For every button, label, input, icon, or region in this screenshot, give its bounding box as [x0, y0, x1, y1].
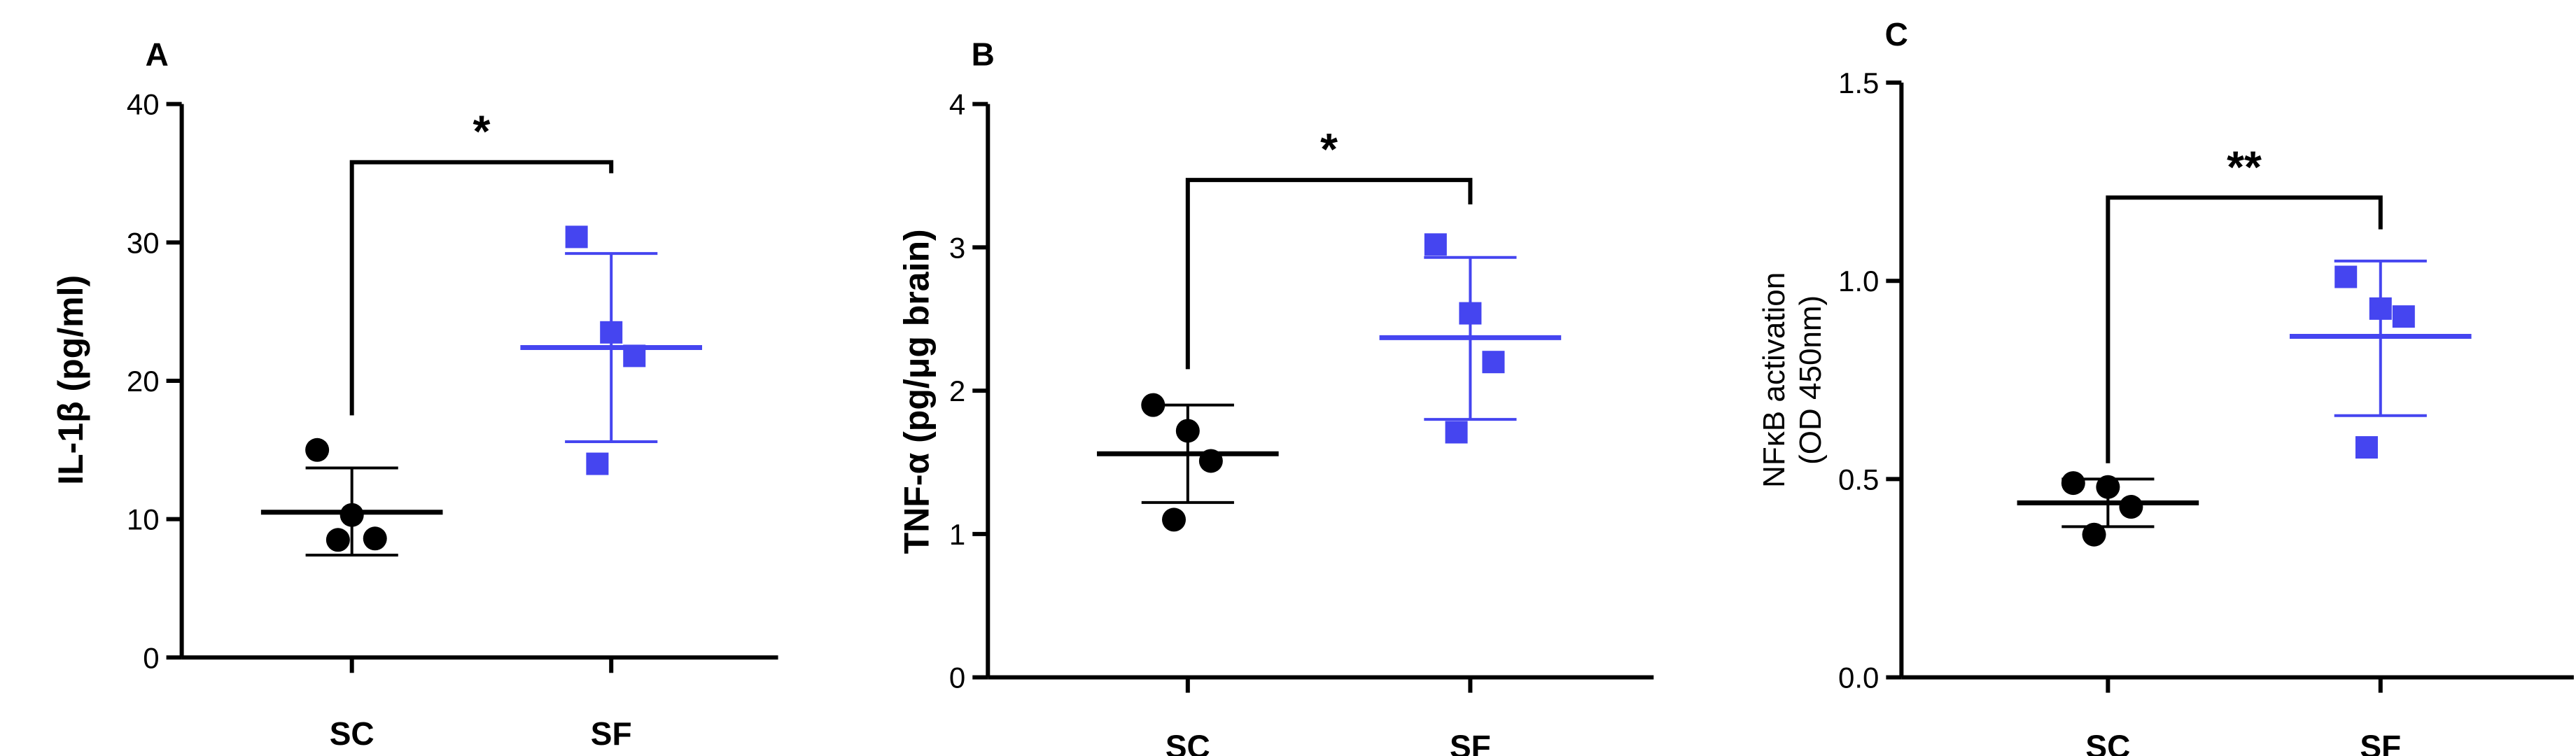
data-point-square — [1445, 421, 1468, 444]
y-axis-label: IL-1β (pg/ml) — [51, 275, 90, 485]
y-tick-label: 20 — [127, 365, 160, 398]
data-point-square — [565, 225, 588, 248]
significance-bracket — [349, 160, 614, 416]
panel-a: A 0 10 20 30 40 SC SF IL-1β (pg/ml) * — [51, 36, 778, 752]
data-point-square — [1459, 302, 1482, 325]
significance-bracket — [2106, 195, 2383, 463]
data-point-square — [623, 344, 646, 368]
panel-letter: B — [972, 36, 995, 73]
data-point-circle — [363, 526, 387, 551]
data-point-circle — [1162, 507, 1186, 532]
y-axis-label: TNF-α (pg/μg brain) — [897, 229, 936, 554]
x-tick-label: SC — [330, 715, 374, 752]
data-point-square — [600, 321, 623, 344]
data-point-circle — [1175, 419, 1200, 443]
x-tick-label: SC — [1166, 729, 1210, 756]
y-tick-label: 3 — [949, 231, 965, 264]
panel-letter: C — [1885, 16, 1908, 52]
data-point-square — [2392, 305, 2415, 328]
significance-label: * — [1320, 124, 1338, 174]
significance-label: * — [472, 106, 490, 157]
data-point-square — [2369, 297, 2392, 320]
data-point-square — [2334, 265, 2358, 288]
data-point-square — [586, 452, 609, 475]
y-tick-label: 0.5 — [1838, 463, 1879, 496]
x-tick-label: SC — [2085, 729, 2130, 756]
data-point-circle — [2119, 495, 2143, 519]
data-point-square — [2355, 436, 2378, 459]
y-tick-label: 0.0 — [1838, 662, 1879, 694]
y-tick-label: 0 — [143, 641, 159, 674]
y-tick-label: 2 — [949, 374, 965, 407]
data-point-square — [1482, 351, 1505, 374]
x-tick-label: SF — [1450, 729, 1491, 756]
y-tick-label: 1.5 — [1838, 66, 1879, 99]
y-tick-label: 30 — [127, 226, 160, 259]
y-tick-label: 4 — [949, 88, 965, 121]
x-tick-label: SF — [2360, 729, 2401, 756]
y-axis-label: NFκB activation — [1757, 272, 1791, 488]
y-axis-label-line2: (OD 450nm) — [1793, 295, 1828, 465]
panel-letter: A — [146, 36, 169, 73]
data-point-circle — [340, 503, 364, 527]
data-point-circle — [2082, 522, 2106, 547]
data-point-circle — [1141, 393, 1166, 417]
data-point-circle — [326, 528, 350, 552]
x-tick-label: SF — [591, 715, 632, 752]
data-point-circle — [2096, 475, 2120, 499]
y-tick-label: 40 — [127, 88, 160, 121]
y-tick-label: 1 — [949, 518, 965, 551]
panel-c: C 0.0 0.5 1.0 1.5 SC SF NFκB activation (OD 450n… — [1757, 16, 2574, 756]
data-point-square — [1424, 233, 1447, 256]
y-tick-label: 0 — [949, 662, 965, 694]
y-tick-label: 10 — [127, 503, 160, 536]
data-point-circle — [2061, 471, 2085, 496]
y-tick-label: 1.0 — [1838, 265, 1879, 298]
panel-b: B 0 1 2 3 4 SC SF TNF-α (pg/μg brain) * — [897, 36, 1654, 756]
significance-bracket — [1185, 178, 1473, 370]
significance-label: ** — [2227, 141, 2262, 192]
data-point-circle — [1198, 449, 1223, 473]
data-point-circle — [305, 438, 330, 462]
